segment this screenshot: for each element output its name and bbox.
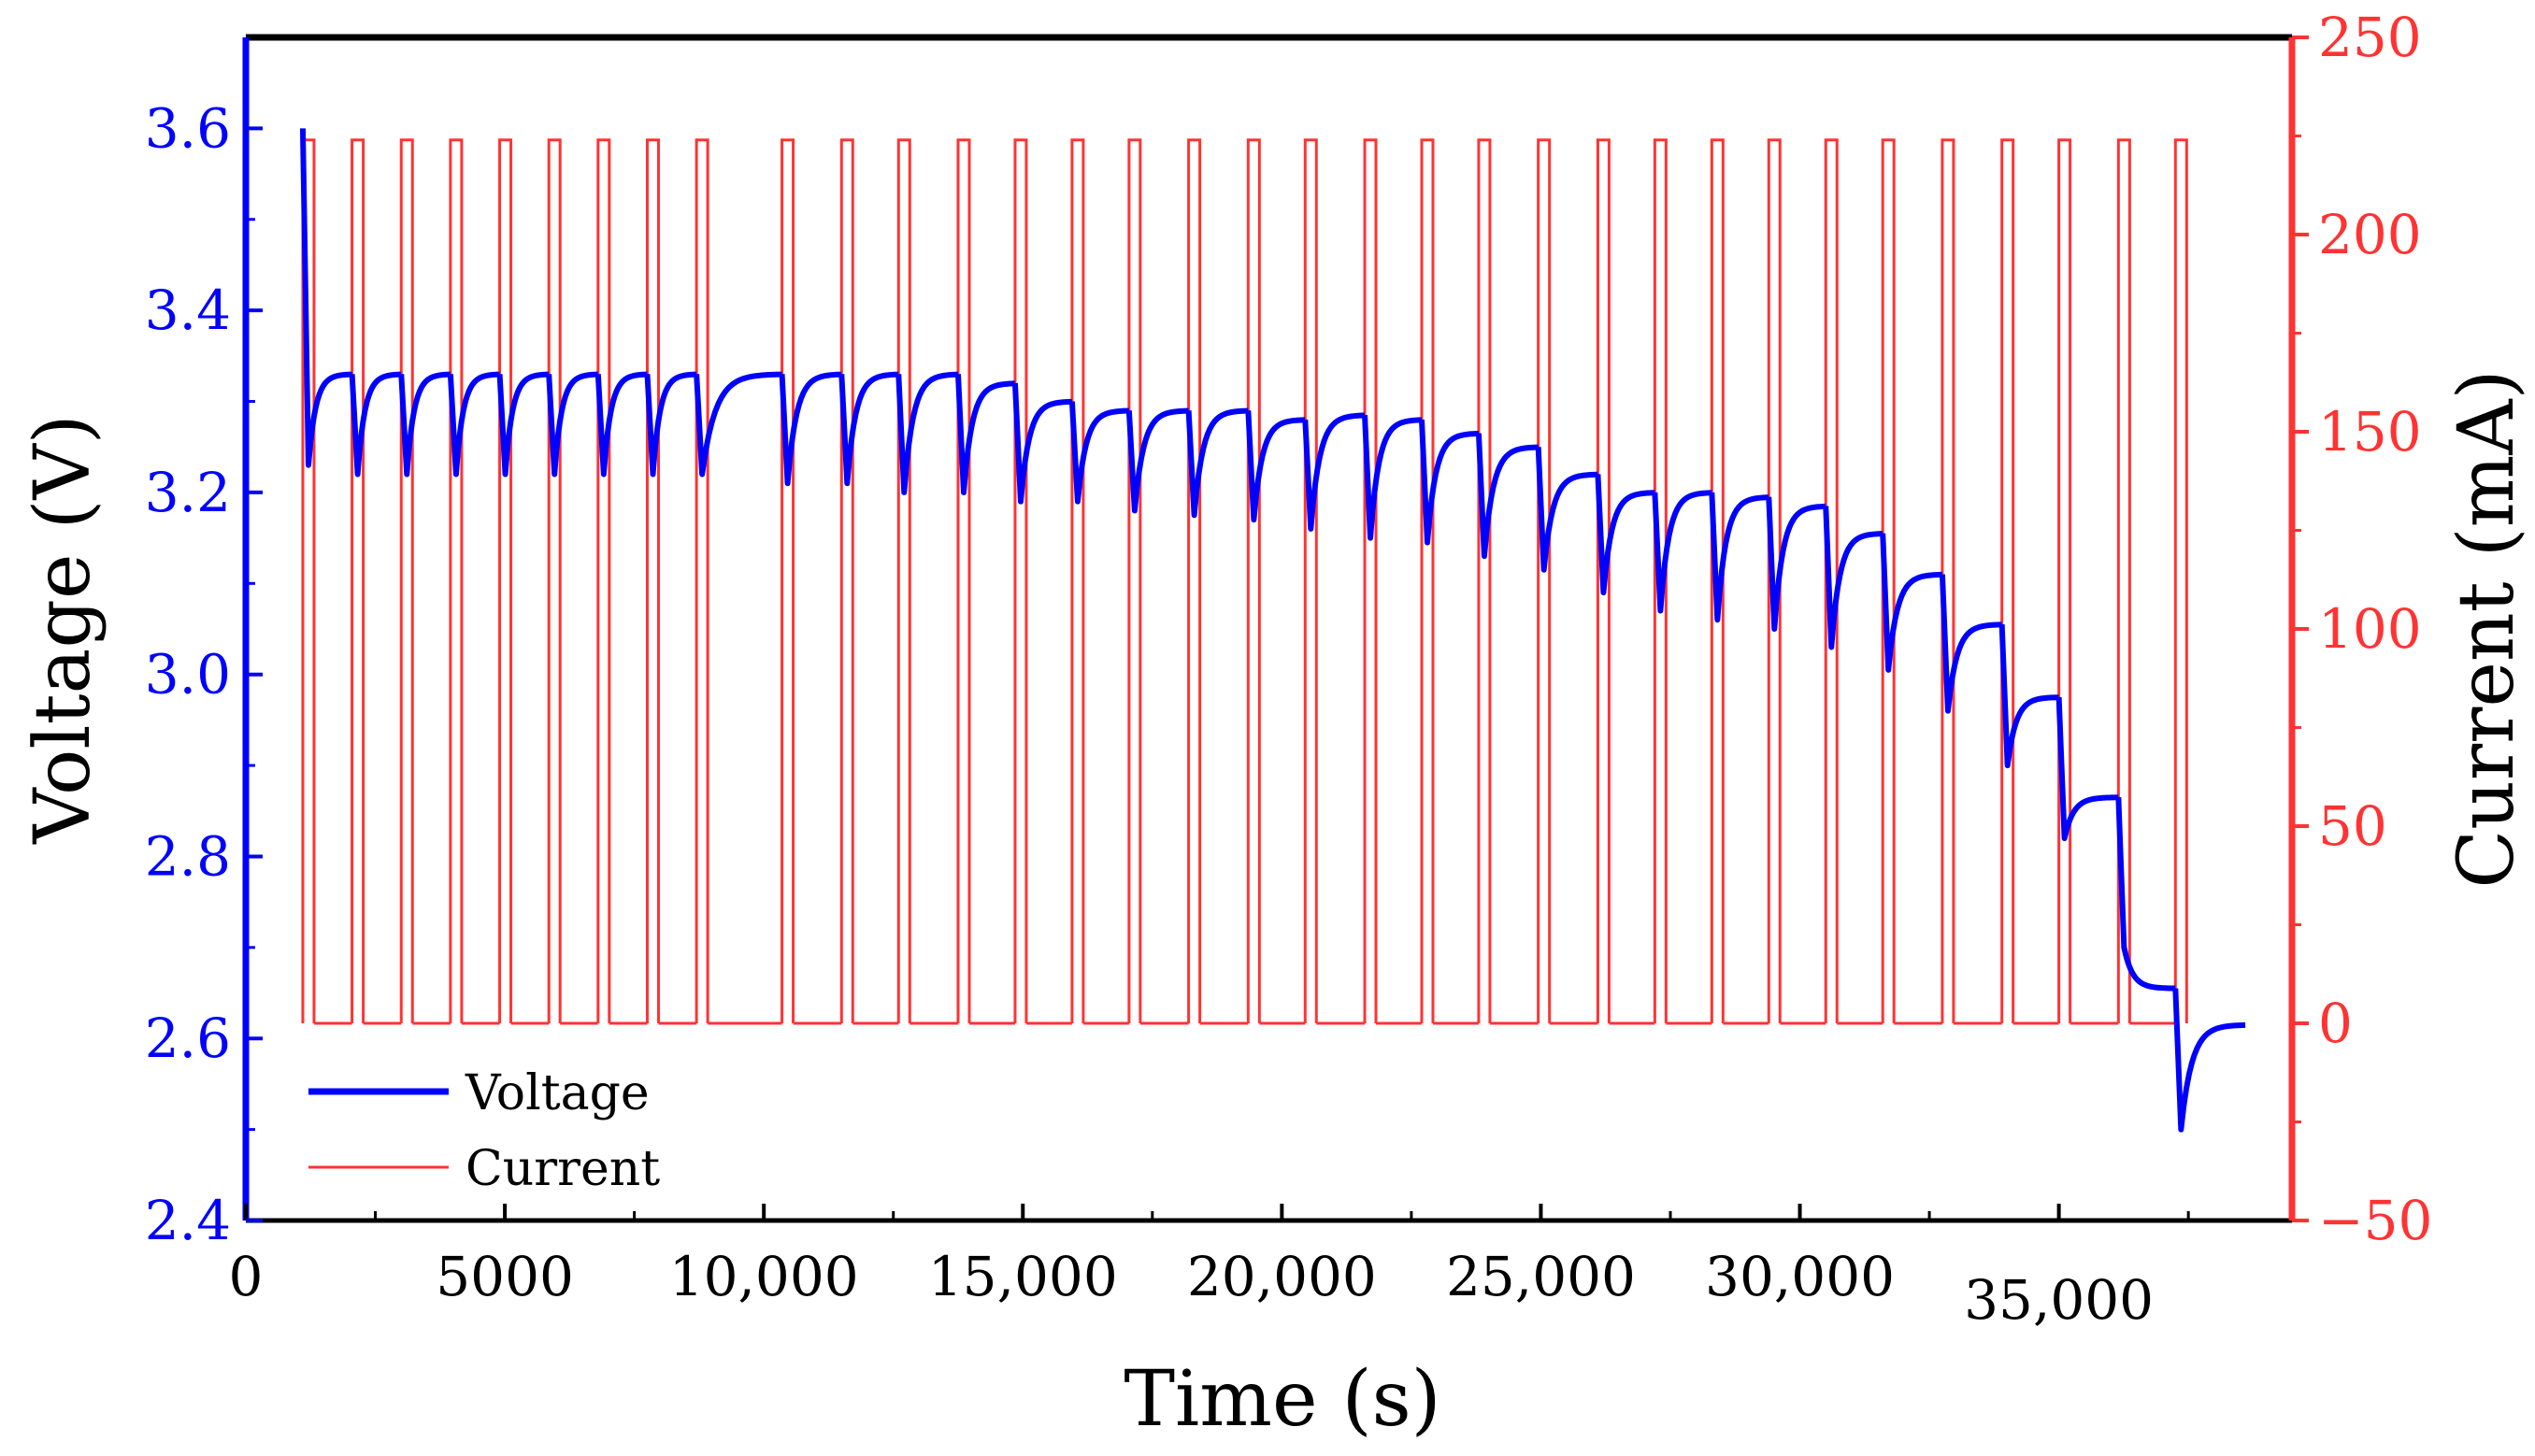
current-pulse (1127, 138, 1142, 1023)
y-left-tick-label: 3.2 (145, 461, 231, 524)
voltage-segment (1998, 624, 2060, 769)
voltage-segment (2055, 696, 2119, 841)
y-left-axis-title: Voltage (V) (19, 414, 107, 844)
current-pulse (1013, 138, 1028, 1023)
current-pulse (2116, 138, 2131, 1023)
current-pulse (449, 138, 464, 1023)
current-pulse (1187, 138, 1202, 1023)
frame-layer (242, 34, 2296, 1223)
voltage-segment (1011, 382, 1073, 505)
y-left-tick-label: 2.8 (145, 824, 231, 888)
current-pulse (1303, 138, 1318, 1023)
voltage-segment (1185, 407, 1249, 519)
x-tick-label: 20,000 (1187, 1245, 1377, 1308)
current-pulse (695, 138, 709, 1023)
y-right-tick-label: −50 (2318, 1189, 2432, 1252)
voltage-segment (1475, 433, 1540, 560)
x-tick-label: 30,000 (1705, 1245, 1895, 1308)
legend-current-label: Current (465, 1141, 660, 1197)
y-right-axis-title: Current (mA) (2442, 369, 2531, 888)
current-pulse (1537, 138, 1552, 1023)
current-pulse (839, 138, 854, 1023)
voltage-segment (2172, 988, 2246, 1133)
current-pulse (596, 138, 611, 1023)
voltage-segment (1709, 492, 1769, 623)
current-pulse (956, 138, 971, 1023)
y-left-tick-label: 2.4 (145, 1189, 231, 1252)
series-layer (299, 128, 2246, 1133)
voltage-segment (349, 371, 403, 478)
y-left-tick-label: 3.0 (145, 643, 231, 707)
y-right-tick-label: 250 (2318, 6, 2422, 69)
tick-layer: 0 5000 10,000 15,000 20,000 25,000 30,000 35,00… (145, 6, 2433, 1332)
current-pulse (1596, 138, 1611, 1023)
voltage-segment (838, 371, 899, 487)
voltage-segment (1595, 474, 1656, 596)
voltage-segment (895, 371, 959, 495)
voltage-segment (398, 371, 451, 478)
x-axis-title: Time (s) (1124, 1355, 1440, 1444)
voltage-segment (546, 371, 599, 478)
voltage-segment (594, 371, 649, 478)
y-left-tick-label: 3.6 (145, 96, 231, 160)
voltage-segment (1418, 419, 1480, 546)
current-pulse (1477, 138, 1492, 1023)
current-pulse (351, 138, 365, 1023)
voltage-segment (1362, 415, 1423, 541)
y-left-tick-label: 3.4 (145, 278, 231, 342)
current-pulse (2173, 138, 2188, 1023)
current-pulse (2057, 138, 2072, 1023)
current-pulse (301, 138, 316, 1023)
y-right-tick-label: 150 (2318, 400, 2422, 464)
current-pulse (1653, 138, 1668, 1023)
current-pulse (1363, 138, 1378, 1023)
x-tick-label: 25,000 (1446, 1245, 1636, 1308)
voltage-segment (1823, 506, 1883, 650)
voltage-segment (1535, 447, 1598, 573)
y-right-tick-label: 0 (2318, 992, 2353, 1055)
voltage-segment (694, 371, 782, 478)
voltage-segment (299, 128, 353, 468)
current-pulse (645, 138, 660, 1023)
voltage-segment (954, 374, 1016, 495)
x-tick-label: 0 (229, 1245, 264, 1308)
voltage-segment (1939, 574, 2003, 714)
legend: Voltage Current (308, 1065, 660, 1197)
voltage-segment (644, 371, 698, 478)
y-right-tick-label: 200 (2318, 203, 2422, 266)
voltage-segment (1652, 490, 1713, 614)
voltage-segment (1125, 407, 1190, 514)
x-tick-label: 15,000 (928, 1245, 1118, 1308)
voltage-segment (1068, 401, 1130, 505)
current-pulse (547, 138, 562, 1023)
current-pulse (1070, 138, 1085, 1023)
voltage-segment (447, 371, 501, 478)
y-right-tick-label: 50 (2318, 794, 2387, 858)
voltage-segment (1302, 412, 1366, 532)
voltage-segment (1766, 496, 1826, 632)
voltage-segment (1245, 410, 1306, 523)
legend-voltage-label: Voltage (465, 1065, 650, 1121)
current-pulse (399, 138, 414, 1023)
voltage-segment (496, 371, 551, 478)
current-pulse (781, 138, 795, 1023)
x-tick-label: 5000 (436, 1245, 574, 1308)
y-left-tick-label: 2.6 (145, 1006, 231, 1070)
current-pulse (1420, 138, 1435, 1023)
voltage-segment (779, 371, 842, 487)
y-right-tick-label: 100 (2318, 597, 2422, 661)
x-tick-label: 10,000 (669, 1245, 859, 1308)
current-pulse (498, 138, 513, 1023)
x-tick-label: 35,000 (1964, 1268, 2154, 1332)
voltage-segment (1880, 533, 1943, 673)
current-pulse (2000, 138, 2015, 1023)
current-pulse (1246, 138, 1261, 1023)
voltage-segment (2115, 797, 2177, 992)
current-pulse (896, 138, 911, 1023)
